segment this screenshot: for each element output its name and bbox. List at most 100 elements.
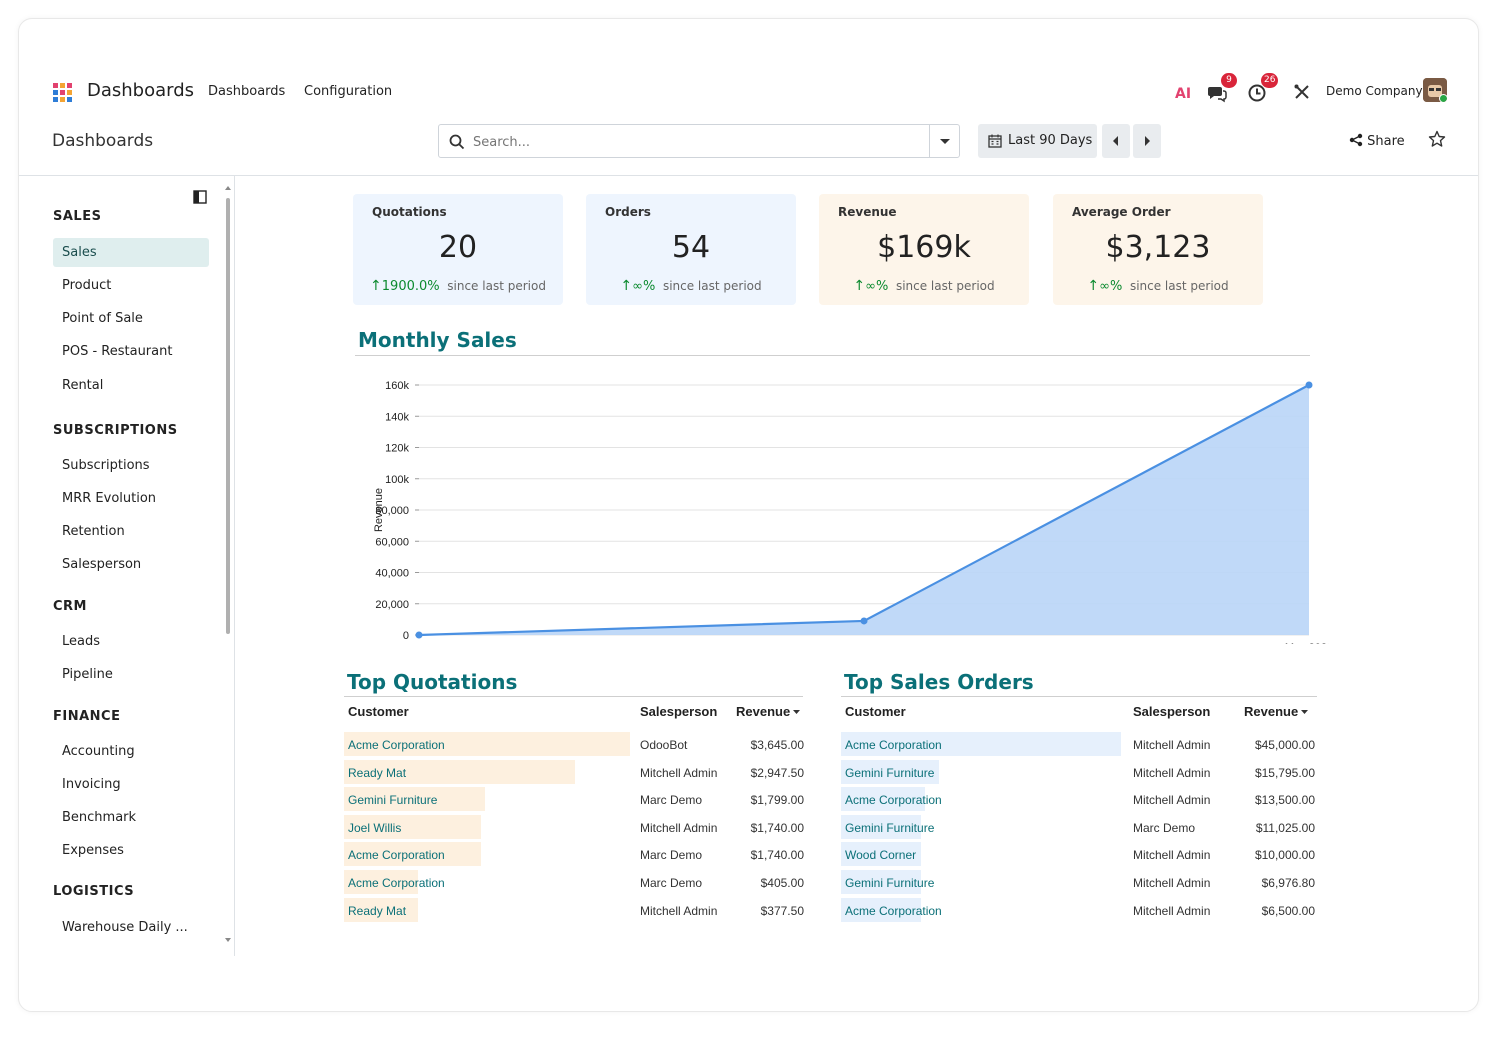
kpi-trend: ↑1900.0% since last period [353, 278, 563, 294]
sidebar-item-invoicing[interactable]: Invoicing [62, 777, 121, 792]
activities-icon[interactable]: 26 [1247, 73, 1279, 107]
sidebar-item-benchmark[interactable]: Benchmark [62, 810, 137, 825]
kpi-value: $3,123 [1105, 230, 1211, 265]
column-header-customer[interactable]: Customer [845, 704, 906, 719]
table-row[interactable]: Acme Corporation Mitchell Admin $45,000.00 [841, 732, 1317, 758]
kpi-card[interactable]: Quotations 20 ↑1900.0% since last period [353, 194, 563, 305]
customer-link[interactable]: Gemini Furniture [845, 820, 935, 835]
column-header-salesperson[interactable]: Salesperson [640, 704, 718, 719]
caret-down-icon [940, 139, 950, 144]
revenue-cell: $405.00 [760, 876, 804, 890]
customer-link[interactable]: Acme Corporation [845, 903, 942, 918]
table-row[interactable]: Wood Corner Mitchell Admin $10,000.00 [841, 842, 1317, 868]
sidebar-scrollbar[interactable] [224, 184, 232, 944]
table-row[interactable]: Acme Corporation OdooBot $3,645.00 [344, 732, 804, 758]
customer-link[interactable]: Wood Corner [845, 848, 917, 863]
table-row[interactable]: Acme Corporation Marc Demo $405.00 [344, 870, 804, 896]
customer-link[interactable]: Joel Willis [348, 820, 402, 835]
kpi-value: 54 [671, 230, 711, 265]
app-grid-icon[interactable] [53, 83, 73, 103]
column-header-salesperson[interactable]: Salesperson [1133, 704, 1211, 719]
y-tick-label: 80,000 [375, 505, 409, 517]
customer-link[interactable]: Acme Corporation [348, 848, 445, 863]
scroll-up-icon[interactable] [224, 184, 232, 192]
menu-dashboards[interactable]: Dashboards [208, 84, 286, 99]
customer-link[interactable]: Gemini Furniture [845, 876, 935, 890]
kpi-card[interactable]: Average Order $3,123 ↑∞% since last period [1053, 194, 1263, 305]
search-options-toggle[interactable] [929, 125, 959, 157]
kpi-name: Orders [605, 205, 651, 219]
table-row[interactable]: Ready Mat Mitchell Admin $2,947.50 [344, 759, 804, 786]
search-bar[interactable] [438, 124, 960, 158]
monthly-sales-chart[interactable]: 0 20,000 40,000 60,000 80,000 100k 120k 140k 160… [349, 374, 1329, 644]
sidebar-item-salesperson[interactable]: Salesperson [62, 557, 142, 572]
customer-link[interactable]: Ready Mat [348, 903, 407, 918]
sidebar-item-mrr-evolution[interactable]: MRR Evolution [62, 491, 157, 506]
table-row[interactable]: Acme Corporation Mitchell Admin $13,500.00 [841, 787, 1317, 813]
column-header-customer[interactable]: Customer [348, 704, 409, 719]
sidebar-item-pos-restaurant[interactable]: POS - Restaurant [62, 344, 173, 359]
messages-icon[interactable]: 9 [1207, 73, 1237, 107]
sidebar-item-retention[interactable]: Retention [62, 524, 125, 539]
kpi-trend: ↑∞% since last period [586, 278, 796, 294]
sidebar-item-sales[interactable]: Sales [53, 238, 209, 267]
revenue-cell: $6,500.00 [1261, 903, 1315, 918]
search-input[interactable] [473, 132, 913, 152]
table-row[interactable]: Gemini Furniture Marc Demo $1,799.00 [344, 787, 804, 813]
kpi-name: Revenue [838, 205, 897, 219]
sidebar-item-leads[interactable]: Leads [62, 634, 101, 649]
table-row[interactable]: Ready Mat Mitchell Admin $377.50 [344, 897, 804, 924]
table-row[interactable]: Acme Corporation Mitchell Admin $6,500.00 [841, 897, 1317, 924]
top-quotations-title: Top Quotations [347, 670, 518, 694]
revenue-cell: $15,795.00 [1254, 765, 1315, 780]
sidebar-collapse-icon[interactable] [193, 190, 207, 204]
customer-link[interactable]: Acme Corporation [845, 793, 942, 808]
y-tick-label: 120k [385, 443, 409, 455]
y-tick-label: 100k [385, 474, 409, 486]
data-point [860, 617, 868, 625]
sidebar-item-rental[interactable]: Rental [62, 378, 104, 393]
previous-period-button[interactable] [1102, 124, 1130, 158]
kpi-change: ∞% [632, 279, 656, 294]
sidebar-item-subscriptions[interactable]: Subscriptions [62, 458, 150, 473]
sidebar-item-accounting[interactable]: Accounting [62, 744, 135, 759]
customer-link[interactable]: Acme Corporation [845, 738, 942, 752]
sidebar-item-warehouse-daily[interactable]: Warehouse Daily ... [62, 920, 188, 935]
customer-link[interactable]: Acme Corporation [348, 738, 445, 752]
table-row[interactable]: Gemini Furniture Marc Demo $11,025.00 [841, 814, 1317, 841]
revenue-bar [841, 759, 940, 784]
top-sales-orders-divider [841, 696, 1317, 697]
sidebar-item-expenses[interactable]: Expenses [62, 843, 124, 858]
column-header-revenue[interactable]: Revenue [736, 704, 801, 719]
customer-link[interactable]: Gemini Furniture [845, 765, 935, 780]
kpi-card[interactable]: Revenue $169k ↑∞% since last period [819, 194, 1029, 305]
user-avatar[interactable] [1423, 78, 1447, 102]
favorite-star-icon[interactable] [1428, 130, 1446, 148]
sidebar-item-product[interactable]: Product [62, 278, 112, 293]
tools-icon[interactable] [1293, 77, 1313, 107]
customer-link[interactable]: Acme Corporation [348, 876, 445, 890]
ai-icon[interactable]: AI [1174, 77, 1196, 107]
column-header-revenue[interactable]: Revenue [1244, 704, 1309, 719]
table-row[interactable]: Gemini Furniture Mitchell Admin $15,795.00 [841, 759, 1317, 786]
y-tick-label: 160k [385, 380, 409, 392]
date-filter-button[interactable]: Last 90 Days [978, 124, 1097, 158]
sidebar-item-pipeline[interactable]: Pipeline [62, 667, 113, 682]
scroll-down-icon[interactable] [224, 936, 232, 944]
customer-link[interactable]: Gemini Furniture [348, 793, 438, 808]
app-title[interactable]: Dashboards [87, 80, 195, 101]
kpi-card[interactable]: Orders 54 ↑∞% since last period [586, 194, 796, 305]
table-row[interactable]: Gemini Furniture Mitchell Admin $6,976.80 [841, 870, 1317, 896]
top-sales-orders-title: Top Sales Orders [844, 670, 1034, 694]
sidebar-scrollbar-thumb[interactable] [226, 198, 230, 634]
menu-configuration[interactable]: Configuration [304, 84, 393, 99]
share-button[interactable]: Share [1349, 133, 1405, 149]
next-period-button[interactable] [1133, 124, 1161, 158]
company-switcher[interactable]: Demo Company [1326, 84, 1423, 98]
kpi-change: ∞% [865, 279, 889, 294]
customer-link[interactable]: Ready Mat [348, 765, 407, 780]
sidebar-item-point-of-sale[interactable]: Point of Sale [62, 311, 143, 326]
table-row[interactable]: Acme Corporation Marc Demo $1,740.00 [344, 842, 804, 868]
table-row[interactable]: Joel Willis Mitchell Admin $1,740.00 [344, 814, 804, 841]
salesperson-cell: Mitchell Admin [640, 820, 718, 835]
